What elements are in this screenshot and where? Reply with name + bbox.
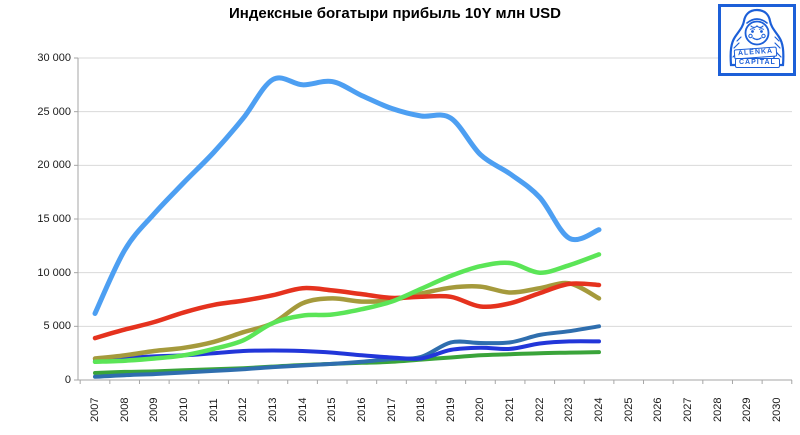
x-axis-label: 2023	[563, 397, 576, 422]
x-axis-label: 2029	[741, 397, 754, 422]
x-axis-label: 2010	[177, 397, 190, 422]
y-axis-label: 10 000	[37, 266, 71, 279]
x-axis-label: 2008	[118, 397, 131, 422]
x-axis-label: 2025	[622, 397, 635, 422]
x-axis-label: 2027	[682, 397, 694, 422]
series-line-light-blue	[92, 75, 602, 316]
series-line-olive	[92, 280, 602, 361]
x-axis-label: 2030	[770, 397, 783, 422]
x-axis-label: 2024	[593, 397, 606, 422]
alenka-capital-logo: ALËNKA CAPITAL	[718, 4, 796, 76]
y-axis-label: 0	[64, 374, 71, 386]
series-line-light-green	[92, 252, 602, 365]
series-line-steel-blue	[93, 324, 601, 379]
x-axis-label: 2013	[266, 397, 279, 422]
x-axis-label: 2019	[444, 397, 457, 422]
x-axis-label: 2015	[326, 397, 339, 422]
logo-text-capital: CAPITAL	[735, 58, 780, 68]
x-axis-label: 2012	[237, 397, 250, 422]
y-axis-label: 25 000	[37, 105, 71, 118]
x-axis-label: 2014	[296, 397, 309, 422]
x-axis-label: 2007	[89, 397, 101, 422]
y-axis-label: 15 000	[37, 213, 71, 225]
x-axis-label: 2011	[207, 398, 220, 422]
series-line-red	[92, 281, 602, 341]
x-axis-label: 2009	[148, 397, 161, 422]
x-axis-label: 2026	[652, 397, 665, 422]
x-axis-label: 2028	[711, 397, 724, 422]
chart-title: Индексные богатыри прибыль 10Y млн USD	[228, 5, 561, 22]
x-axis-label: 2022	[533, 397, 546, 422]
y-axis-label: 20 000	[37, 159, 71, 172]
y-axis-label: 5 000	[43, 320, 71, 333]
x-axis-label: 2017	[385, 397, 398, 422]
x-axis-label: 2020	[474, 397, 487, 422]
x-axis-label: 2021	[504, 397, 517, 422]
x-axis-label: 2018	[415, 397, 428, 422]
y-axis-label: 30 000	[37, 52, 71, 64]
x-axis-label: 2016	[355, 397, 368, 422]
